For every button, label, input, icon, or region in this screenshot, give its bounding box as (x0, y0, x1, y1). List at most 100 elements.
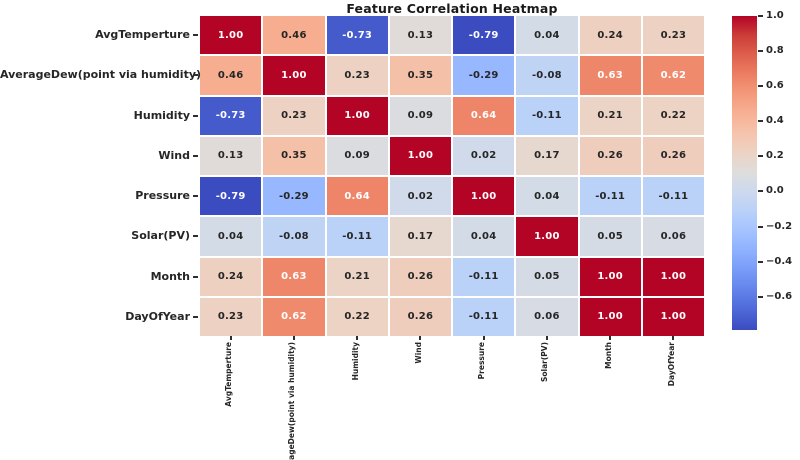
heatmap-cell: 0.62 (642, 56, 704, 95)
heatmap-cell: 0.04 (453, 217, 515, 256)
x-tick-label: Wind (413, 342, 423, 364)
heatmap-cell: 0.24 (579, 16, 641, 55)
x-tick-mark (356, 336, 359, 340)
y-tick-label: Humidity (133, 108, 190, 122)
y-tick-mark (193, 195, 198, 198)
y-tick-label: Solar(PV) (131, 229, 190, 243)
heatmap-cell: 0.26 (389, 257, 451, 296)
y-tick-label: DayOfYear (125, 309, 190, 323)
heatmap-cell: 0.64 (326, 177, 388, 216)
colorbar-tick-mark (758, 190, 763, 193)
x-tick-label: Solar(PV) (540, 342, 550, 383)
heatmap-cell: 0.23 (200, 297, 262, 336)
colorbar-tick-label: 0.0 (766, 185, 784, 197)
colorbar-tick-mark (758, 50, 763, 53)
heatmap-cell: 1.00 (516, 217, 578, 256)
x-tick-mark (292, 336, 295, 340)
heatmap-cell: 0.46 (200, 56, 262, 95)
y-tick-mark (193, 114, 198, 117)
heatmap-cell: 0.26 (389, 297, 451, 336)
heatmap-cell: 0.23 (642, 16, 704, 55)
heatmap-cell: 0.35 (389, 56, 451, 95)
colorbar-tick-label: −0.2 (766, 220, 793, 232)
heatmap-cell: 0.24 (200, 257, 262, 296)
heatmap-cell: 0.09 (389, 96, 451, 135)
heatmap-cell: 0.09 (326, 136, 388, 175)
heatmap-cell: -0.73 (200, 96, 262, 135)
heatmap-cell: 1.00 (579, 297, 641, 336)
heatmap-cell: 0.23 (263, 96, 325, 135)
heatmap-cell: 0.63 (579, 56, 641, 95)
colorbar-tick-label: 0.4 (766, 115, 784, 127)
heatmap-cell: 0.64 (453, 96, 515, 135)
heatmap-cell: 0.62 (263, 297, 325, 336)
heatmap-cell: -0.11 (453, 257, 515, 296)
heatmap-cell: 1.00 (200, 16, 262, 55)
heatmap-cell: 0.06 (642, 217, 704, 256)
y-tick-mark (193, 275, 198, 278)
heatmap-cell: -0.29 (263, 177, 325, 216)
x-tick-label: DayOfYear (666, 342, 676, 387)
x-tick-label: AvgTemperture (224, 342, 234, 407)
colorbar-tick-mark (758, 85, 763, 88)
heatmap-cell: 1.00 (642, 257, 704, 296)
heatmap-cell: -0.79 (453, 16, 515, 55)
heatmap-cell: -0.11 (516, 96, 578, 135)
colorbar (732, 16, 757, 330)
heatmap-cell: 1.00 (642, 297, 704, 336)
heatmap-cell: 1.00 (263, 56, 325, 95)
heatmap-cell: 0.63 (263, 257, 325, 296)
x-tick-label: Pressure (477, 342, 487, 380)
heatmap-cell: -0.11 (453, 297, 515, 336)
colorbar-tick-mark (758, 260, 763, 263)
heatmap-cell: 0.22 (326, 297, 388, 336)
x-tick-mark (482, 336, 485, 340)
colorbar-tick-mark (758, 295, 763, 298)
x-tick-label: AverageDew(point via humidity) (287, 342, 297, 460)
colorbar-tick-label: −0.6 (766, 290, 793, 302)
chart-title: Feature Correlation Heatmap (346, 1, 558, 16)
y-tick-label: Pressure (135, 189, 190, 203)
x-tick-mark (545, 336, 548, 340)
heatmap-cell: 0.04 (516, 177, 578, 216)
x-tick-label: Month (603, 342, 613, 369)
heatmap-cell: 0.17 (389, 217, 451, 256)
heatmap-cell: 0.21 (326, 257, 388, 296)
heatmap-cell: 0.21 (579, 96, 641, 135)
heatmap-cell: 0.22 (642, 96, 704, 135)
heatmap-cell: 0.13 (200, 136, 262, 175)
y-tick-label: Month (150, 269, 190, 283)
heatmap: 1.00 0.46 -0.73 0.13 -0.79 0.04 0.24 0.23 0.46 1.… (200, 16, 704, 336)
heatmap-cell: 1.00 (326, 96, 388, 135)
y-tick-mark (193, 74, 198, 77)
heatmap-cell: 1.00 (453, 177, 515, 216)
colorbar-tick-label: 0.2 (766, 150, 784, 162)
heatmap-cell: -0.11 (579, 177, 641, 216)
heatmap-cell: 0.26 (642, 136, 704, 175)
heatmap-cell: 0.46 (263, 16, 325, 55)
y-tick-mark (193, 235, 198, 238)
heatmap-cell: 1.00 (389, 136, 451, 175)
heatmap-cell: 0.26 (579, 136, 641, 175)
heatmap-cell: 0.02 (389, 177, 451, 216)
x-tick-mark (672, 336, 675, 340)
y-tick-label: AvgTemperture (95, 28, 190, 42)
x-tick-label: Humidity (350, 342, 360, 381)
y-tick-label: Wind (158, 148, 190, 162)
colorbar-tick-mark (758, 15, 763, 17)
y-tick-label: AverageDew(point via humidity) (0, 68, 202, 82)
heatmap-cell: -0.79 (200, 177, 262, 216)
heatmap-cell: -0.29 (453, 56, 515, 95)
heatmap-cell: 0.02 (453, 136, 515, 175)
y-tick-mark (193, 315, 198, 318)
x-tick-mark (419, 336, 422, 340)
x-tick-mark (229, 336, 232, 340)
colorbar-tick-mark (758, 120, 763, 123)
heatmap-cell: 0.23 (326, 56, 388, 95)
colorbar-tick-label: 0.6 (766, 80, 784, 92)
heatmap-cell: 1.00 (579, 257, 641, 296)
heatmap-cell: 0.35 (263, 136, 325, 175)
colorbar-tick-label: 0.8 (766, 45, 784, 57)
heatmap-cell: -0.73 (326, 16, 388, 55)
heatmap-cell: 0.13 (389, 16, 451, 55)
